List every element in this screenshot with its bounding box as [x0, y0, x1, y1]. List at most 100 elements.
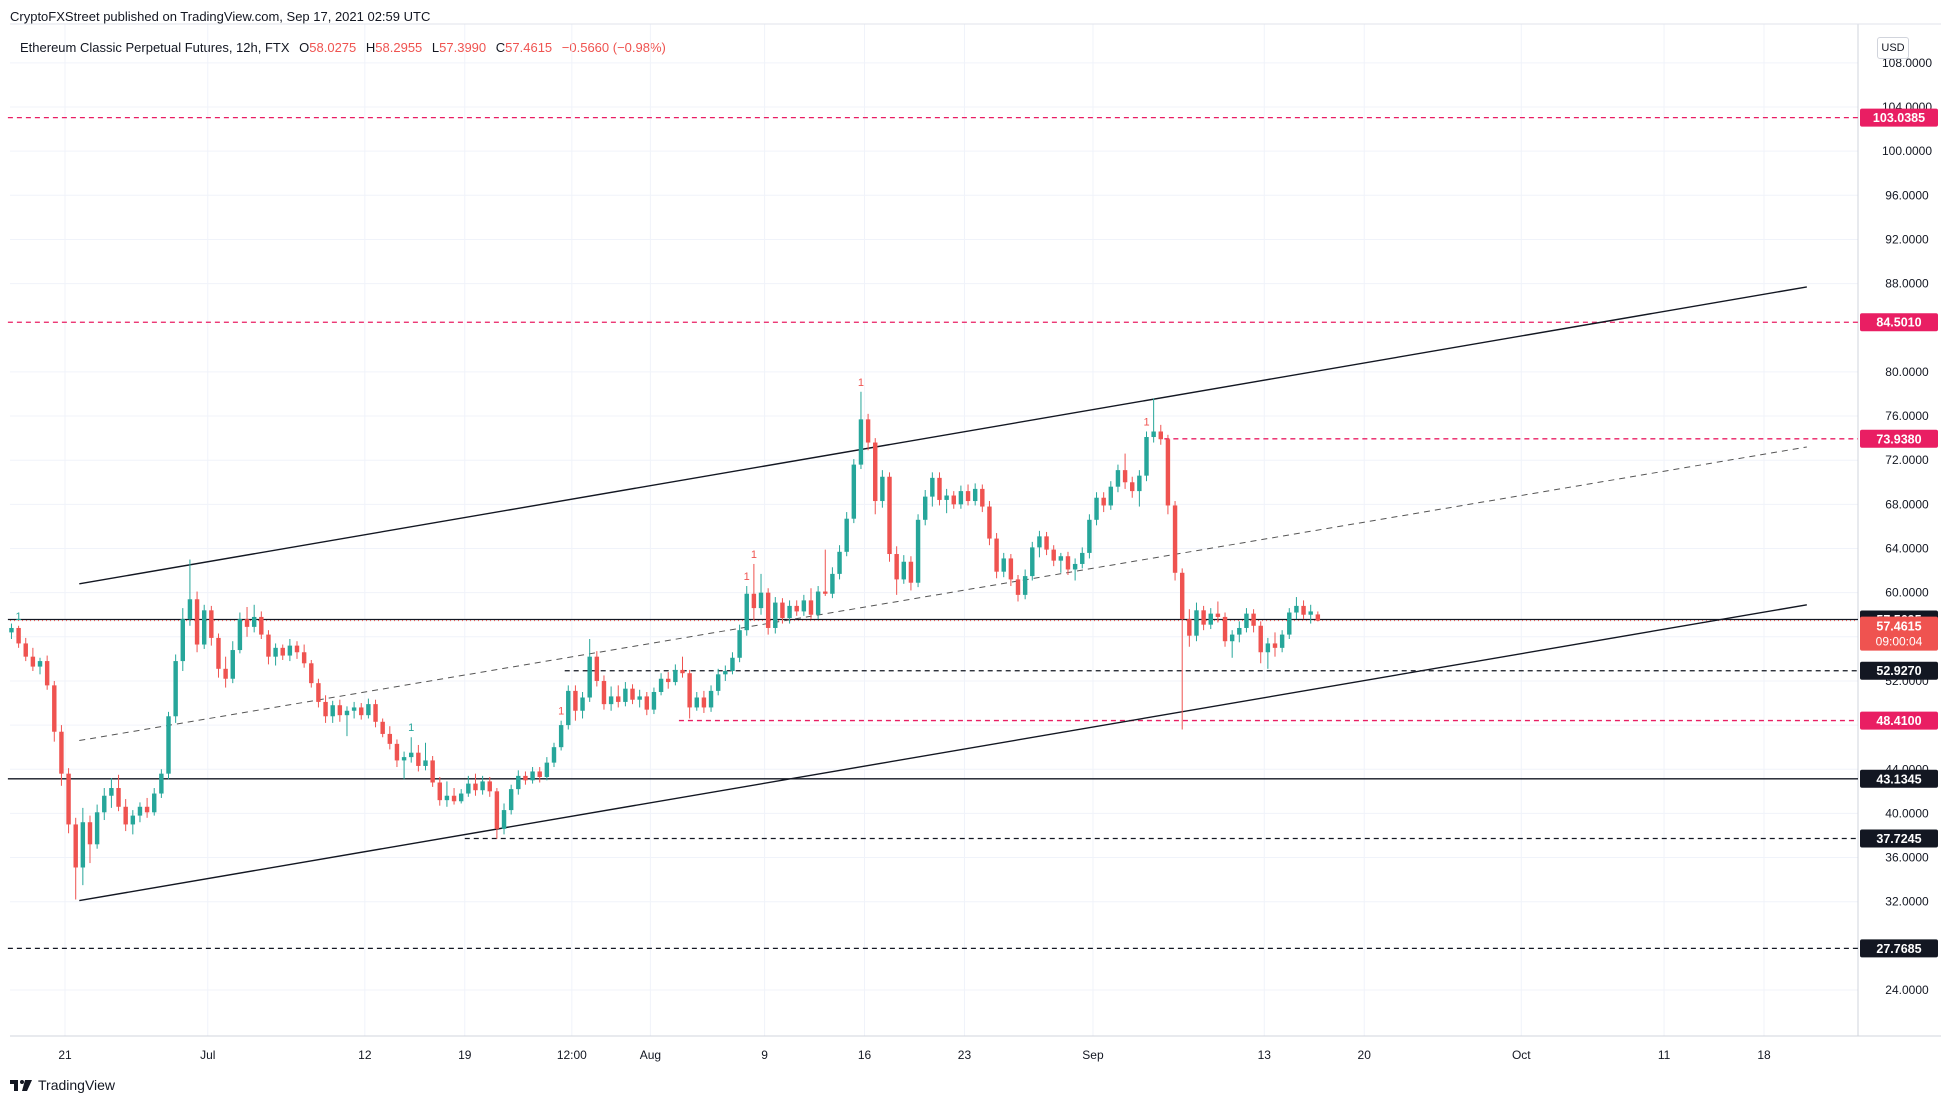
price-tick-label: 60.0000	[1885, 586, 1929, 600]
candle-body	[1187, 619, 1192, 636]
candle-body	[1251, 613, 1256, 626]
candle-body	[508, 789, 514, 811]
signal-label: 1	[558, 706, 564, 718]
time-tick-label: 21	[58, 1048, 72, 1062]
candle-body	[1208, 613, 1213, 625]
candle-body	[251, 616, 257, 627]
trendlines	[79, 286, 1807, 902]
candle-body	[1115, 470, 1121, 487]
candle-body	[1265, 643, 1271, 653]
candle-body	[573, 690, 578, 711]
candle-body	[930, 477, 935, 497]
candle-body	[102, 795, 107, 813]
candle-body	[266, 634, 271, 657]
candle-body	[601, 680, 607, 705]
candle-body	[130, 815, 136, 825]
candle-body	[287, 645, 293, 656]
candle-body	[416, 752, 421, 766]
price-levels	[7, 116, 1858, 950]
trendline	[79, 604, 1807, 902]
symbol-title[interactable]: Ethereum Classic Perpetual Futures, 12h,…	[20, 40, 290, 55]
candle-body	[751, 593, 757, 609]
symbol-legend: Ethereum Classic Perpetual Futures, 12h,…	[20, 40, 666, 55]
candle-body	[52, 685, 57, 732]
price-badges: 103.038584.501073.938057.569552.927048.4…	[1860, 108, 1938, 958]
candle-body	[1030, 547, 1035, 577]
candle-body	[773, 602, 778, 628]
candle-body	[87, 822, 93, 845]
candle-body	[894, 554, 899, 580]
candle-body	[837, 551, 842, 574]
signal-label: 1	[751, 549, 757, 561]
candle-body	[887, 476, 892, 555]
price-level-badge: 52.9270	[1876, 664, 1921, 678]
currency-badge[interactable]: USD	[1877, 37, 1909, 59]
candle-body	[380, 721, 385, 734]
time-tick-label: 9	[761, 1048, 768, 1062]
candle-body	[1215, 613, 1221, 617]
candle-body	[630, 688, 635, 700]
candle-body	[216, 637, 221, 669]
candle-body	[9, 627, 14, 633]
low-value: 57.3990	[439, 40, 487, 55]
candle-body	[1144, 437, 1149, 476]
candle-body	[1158, 431, 1163, 440]
candle-body	[801, 600, 807, 612]
price-level-badge: 73.9380	[1876, 432, 1921, 446]
candle-body	[1229, 634, 1235, 642]
candle-body	[1301, 605, 1306, 615]
candle-body	[1058, 556, 1064, 561]
candle-body	[1258, 625, 1263, 653]
high-value: 58.2955	[375, 40, 423, 55]
candle-body	[551, 747, 557, 763]
candle-body	[1244, 613, 1249, 628]
signal-label: 1	[16, 611, 22, 623]
candle-body	[373, 704, 378, 722]
close-label: C	[495, 40, 506, 55]
candle-body	[858, 419, 864, 465]
candle-body	[730, 657, 735, 672]
candle-body	[394, 743, 400, 761]
countdown-badge: 09:00:04	[1876, 635, 1923, 649]
candle-body	[437, 782, 442, 801]
price-level-badge: 27.7685	[1876, 942, 1921, 956]
candle-body	[473, 783, 478, 791]
candle-body	[94, 812, 100, 845]
candle-body	[80, 822, 86, 868]
candle-body	[815, 591, 821, 615]
time-tick-label: 23	[958, 1048, 972, 1062]
candle-body	[201, 610, 207, 645]
candle-body	[501, 810, 507, 829]
price-level-badge: 43.1345	[1876, 772, 1921, 786]
candle-body	[587, 656, 592, 698]
low-label: L	[431, 40, 440, 55]
candle-body	[944, 495, 949, 500]
candle-body	[44, 661, 50, 686]
candle-body	[1222, 616, 1228, 642]
candle-body	[1022, 576, 1028, 595]
price-level-badge-bg	[1860, 769, 1938, 788]
candle-body	[1044, 536, 1049, 550]
change-value: −0.5660 (−0.98%)	[561, 40, 666, 55]
candle-body	[366, 704, 371, 716]
price-tick-label: 108.0000	[1882, 56, 1932, 70]
price-tick-label: 68.0000	[1885, 497, 1929, 511]
candle-body	[16, 627, 21, 644]
candle-body	[765, 592, 771, 628]
candle-body	[637, 696, 642, 700]
candle-body	[1272, 643, 1278, 648]
candle-body	[972, 488, 978, 502]
candle-body	[808, 600, 814, 615]
candle-body	[1108, 486, 1114, 506]
time-tick-label: 19	[458, 1048, 472, 1062]
candle-body	[316, 683, 321, 702]
published-by-line: CryptoFXStreet published on TradingView.…	[10, 9, 431, 24]
candle-body	[280, 647, 285, 656]
candle-body	[715, 674, 721, 691]
candle-body	[651, 691, 657, 710]
candle-body	[780, 602, 785, 619]
candle-body	[1137, 475, 1142, 492]
chart-grid	[10, 24, 1858, 1036]
candle-body	[1294, 605, 1299, 613]
